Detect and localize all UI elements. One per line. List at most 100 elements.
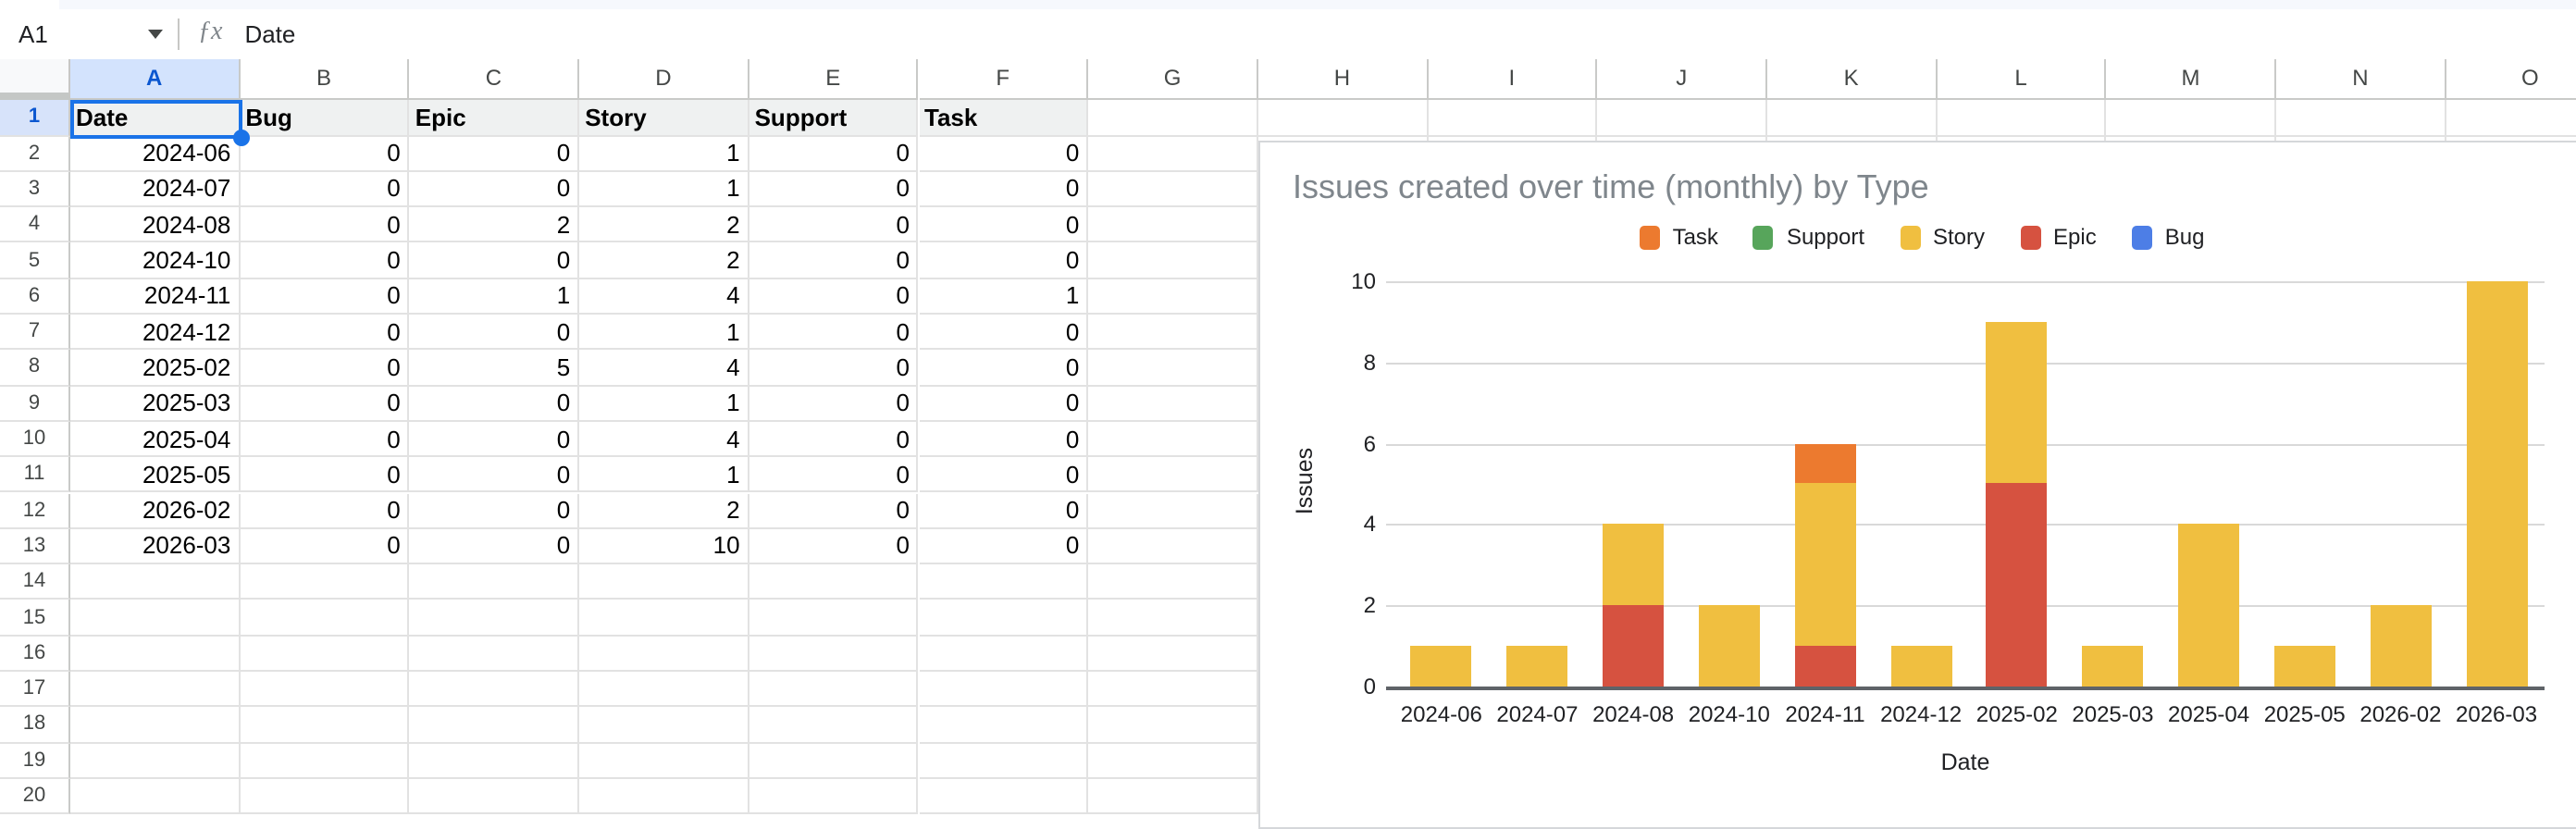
cell-G1[interactable]	[1088, 99, 1258, 136]
cell-A3[interactable]: 2024-07	[70, 171, 241, 208]
cell-A6[interactable]: 2024-11	[70, 278, 241, 315]
bar-2025-05-story[interactable]	[2273, 646, 2335, 687]
row-header-3[interactable]: 3	[0, 171, 70, 208]
cell-H1[interactable]	[1257, 99, 1429, 136]
cell-G10[interactable]	[1088, 421, 1258, 458]
cell-A15[interactable]	[70, 600, 241, 637]
cell-B7[interactable]: 0	[240, 315, 410, 351]
cell-C10[interactable]: 0	[409, 421, 580, 458]
column-header-G[interactable]: G	[1088, 59, 1258, 99]
column-header-D[interactable]: D	[579, 59, 749, 99]
cell-E12[interactable]: 0	[749, 493, 919, 529]
cell-D20[interactable]	[579, 778, 749, 815]
cell-D18[interactable]	[579, 707, 749, 744]
cell-C9[interactable]: 0	[409, 386, 580, 422]
cell-G16[interactable]	[1088, 636, 1258, 672]
cell-F19[interactable]	[919, 743, 1089, 779]
bar-2024-08-story[interactable]	[1603, 524, 1665, 606]
cell-B9[interactable]: 0	[240, 386, 410, 422]
cell-E13[interactable]: 0	[749, 528, 919, 565]
cell-L1[interactable]	[1937, 99, 2107, 136]
cell-E19[interactable]	[749, 743, 919, 779]
cell-D11[interactable]: 1	[579, 457, 749, 493]
cell-G7[interactable]	[1088, 315, 1258, 351]
cell-E9[interactable]: 0	[749, 386, 919, 422]
cell-C11[interactable]: 0	[409, 457, 580, 493]
fill-handle[interactable]	[232, 129, 250, 145]
cell-D16[interactable]	[579, 636, 749, 672]
cell-D9[interactable]: 1	[579, 386, 749, 422]
cell-A2[interactable]: 2024-06	[70, 136, 241, 172]
cell-B18[interactable]	[240, 707, 410, 744]
cell-D17[interactable]	[579, 672, 749, 708]
cell-F17[interactable]	[919, 672, 1089, 708]
cell-B1[interactable]: Bug	[240, 99, 410, 136]
cell-B13[interactable]: 0	[240, 528, 410, 565]
cell-A10[interactable]: 2025-04	[70, 421, 241, 458]
cell-A8[interactable]: 2025-02	[70, 350, 241, 387]
cell-D6[interactable]: 4	[579, 278, 749, 315]
cell-F9[interactable]: 0	[919, 386, 1089, 422]
cell-J1[interactable]	[1597, 99, 1767, 136]
cell-F6[interactable]: 1	[919, 278, 1089, 315]
row-header-6[interactable]: 6	[0, 278, 70, 315]
cell-F7[interactable]: 0	[919, 315, 1089, 351]
row-header-2[interactable]: 2	[0, 136, 70, 172]
cell-B11[interactable]: 0	[240, 457, 410, 493]
cell-A4[interactable]: 2024-08	[70, 207, 241, 243]
row-header-16[interactable]: 16	[0, 636, 70, 672]
cell-C13[interactable]: 0	[409, 528, 580, 565]
cell-A14[interactable]	[70, 564, 241, 600]
cell-D19[interactable]	[579, 743, 749, 779]
cell-A9[interactable]: 2025-03	[70, 386, 241, 422]
row-header-10[interactable]: 10	[0, 421, 70, 458]
cell-C8[interactable]: 5	[409, 350, 580, 387]
column-header-I[interactable]: I	[1428, 59, 1598, 99]
cell-E11[interactable]: 0	[749, 457, 919, 493]
cell-B15[interactable]	[240, 600, 410, 637]
row-header-7[interactable]: 7	[0, 315, 70, 351]
column-header-M[interactable]: M	[2106, 59, 2277, 99]
cell-F20[interactable]	[919, 778, 1089, 815]
cell-I1[interactable]	[1428, 99, 1598, 136]
cell-F12[interactable]: 0	[919, 493, 1089, 529]
row-header-13[interactable]: 13	[0, 528, 70, 565]
bar-2024-12-story[interactable]	[1890, 646, 1952, 687]
cell-D1[interactable]: Story	[579, 99, 749, 136]
column-header-L[interactable]: L	[1937, 59, 2107, 99]
cell-C15[interactable]	[409, 600, 580, 637]
cell-G6[interactable]	[1088, 278, 1258, 315]
cell-A5[interactable]: 2024-10	[70, 242, 241, 279]
cell-B16[interactable]	[240, 636, 410, 672]
cell-C4[interactable]: 2	[409, 207, 580, 243]
column-header-F[interactable]: F	[919, 59, 1089, 99]
cell-A7[interactable]: 2024-12	[70, 315, 241, 351]
bar-2024-10-story[interactable]	[1698, 605, 1760, 687]
cell-E5[interactable]: 0	[749, 242, 919, 279]
cell-E2[interactable]: 0	[749, 136, 919, 172]
column-header-K[interactable]: K	[1767, 59, 1938, 99]
cell-E20[interactable]	[749, 778, 919, 815]
column-header-J[interactable]: J	[1597, 59, 1767, 99]
row-header-20[interactable]: 20	[0, 778, 70, 815]
row-header-17[interactable]: 17	[0, 672, 70, 708]
cell-G5[interactable]	[1088, 242, 1258, 279]
cell-A20[interactable]	[70, 778, 241, 815]
cell-F15[interactable]	[919, 600, 1089, 637]
cell-F8[interactable]: 0	[919, 350, 1089, 387]
cell-B10[interactable]: 0	[240, 421, 410, 458]
cell-G4[interactable]	[1088, 207, 1258, 243]
cell-E8[interactable]: 0	[749, 350, 919, 387]
row-header-11[interactable]: 11	[0, 457, 70, 493]
column-header-B[interactable]: B	[240, 59, 410, 99]
cell-E4[interactable]: 0	[749, 207, 919, 243]
cell-G2[interactable]	[1088, 136, 1258, 172]
cell-M1[interactable]	[2106, 99, 2277, 136]
bar-2026-02-story[interactable]	[2370, 605, 2432, 687]
name-box[interactable]: A1	[0, 19, 178, 47]
cell-E10[interactable]: 0	[749, 421, 919, 458]
cell-C3[interactable]: 0	[409, 171, 580, 208]
cell-O1[interactable]	[2446, 99, 2576, 136]
cell-B19[interactable]	[240, 743, 410, 779]
cell-F11[interactable]: 0	[919, 457, 1089, 493]
